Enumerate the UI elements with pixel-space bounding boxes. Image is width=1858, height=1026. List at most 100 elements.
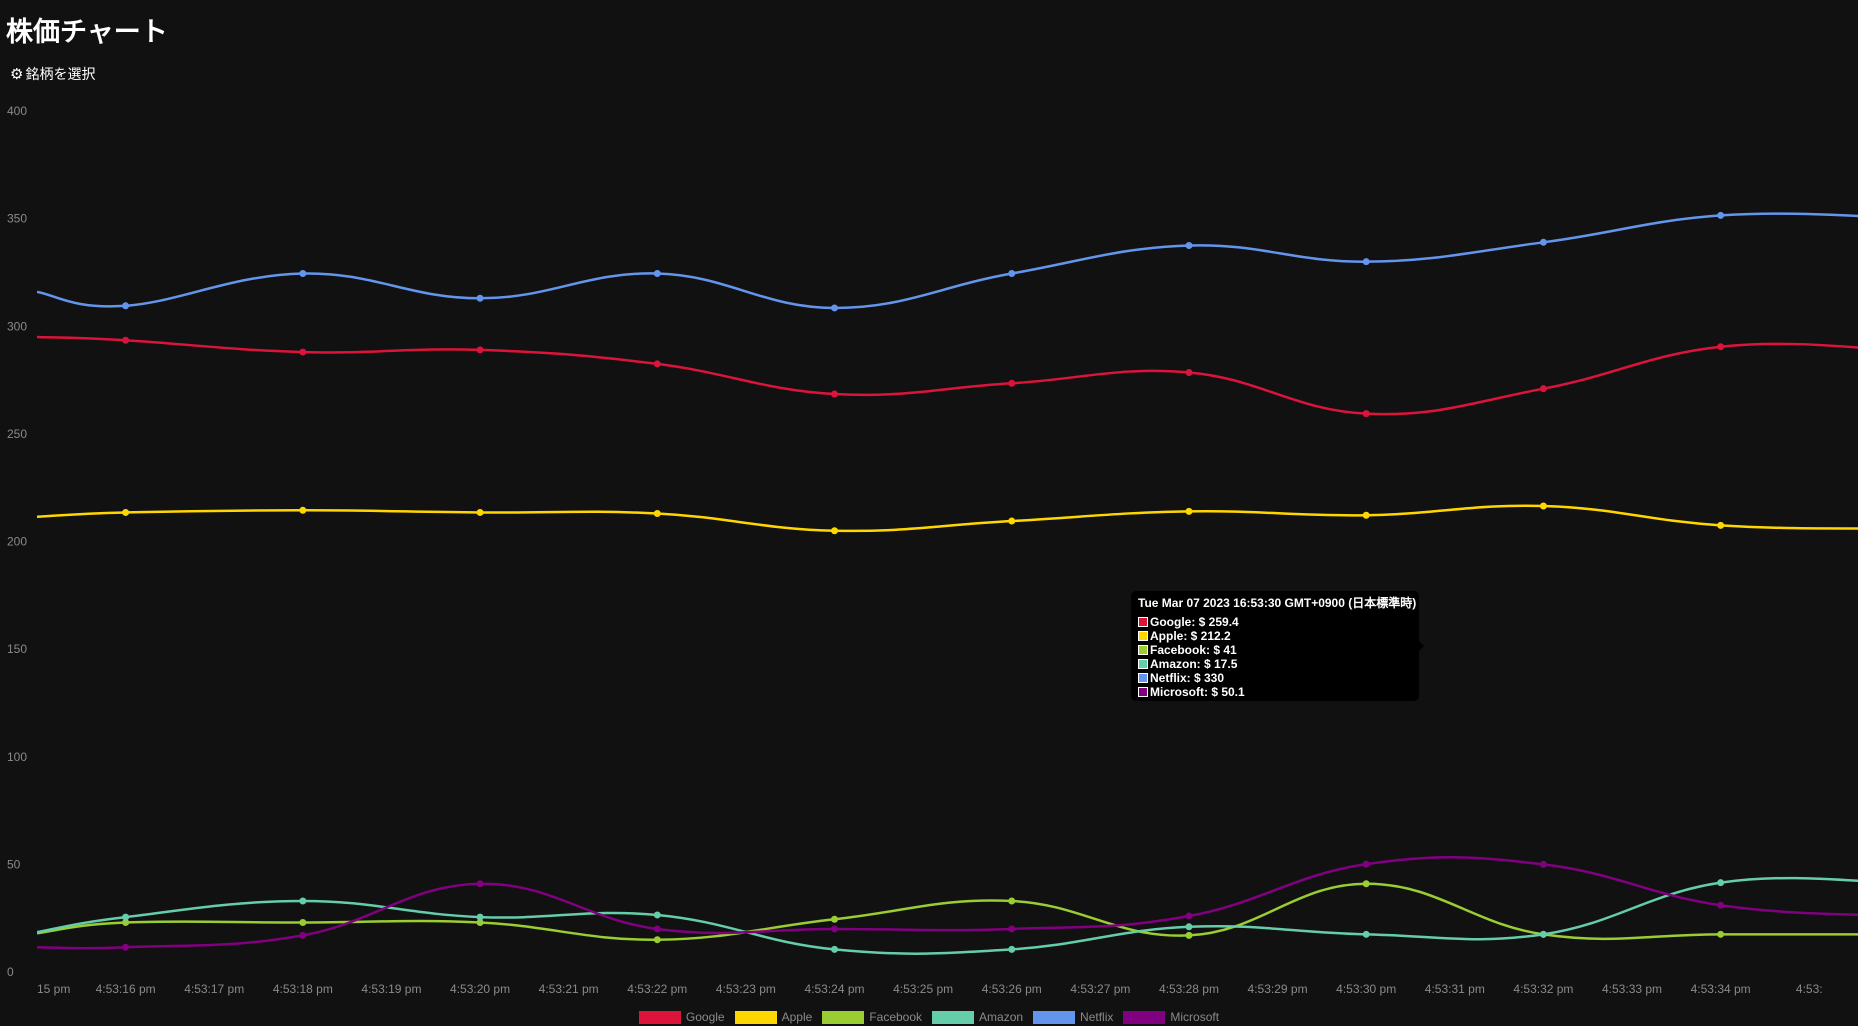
legend-swatch-facebook [822,1010,865,1024]
tooltip-swatch-netflix [1138,673,1148,683]
series-line-apple [37,504,1858,533]
data-point-facebook [476,918,484,926]
x-tick-label: 15 pm [37,982,70,996]
data-point-facebook [831,915,839,923]
legend-swatch-amazon [932,1010,975,1024]
y-tick-label: 300 [7,319,27,333]
legend-item-apple[interactable]: Apple [734,1010,813,1024]
gear-icon: ⚙ [10,66,24,83]
legend-swatch-netflix [1033,1010,1076,1024]
data-point-amazon [1717,879,1725,887]
x-tick-label: 4:53:25 pm [893,982,953,996]
y-tick-label: 250 [7,427,27,441]
y-tick-label: 50 [7,857,21,871]
data-point-microsoft [1008,925,1016,933]
data-point-apple [476,508,484,516]
data-point-facebook [1717,930,1725,938]
x-tick-label: 4:53:31 pm [1425,982,1485,996]
legend-label-netflix: Netflix [1080,1010,1114,1024]
tooltip-swatch-google [1138,617,1148,627]
tooltip-swatch-microsoft [1138,687,1148,697]
series-line-amazon [37,876,1858,955]
y-tick-label: 150 [7,642,27,656]
y-tick-label: 400 [7,104,27,118]
series-line-facebook [37,882,1858,941]
legend-item-amazon[interactable]: Amazon [932,1010,1023,1024]
series-netflix [37,211,1858,312]
legend-label-amazon: Amazon [979,1010,1024,1024]
x-tick-label: 4:53:21 pm [539,982,599,996]
y-tick-label: 0 [7,965,14,979]
tooltip-row-facebook: Facebook: $ 41 [1138,643,1415,657]
data-point-google [1362,410,1370,418]
x-tick-label: 4:53:27 pm [1070,982,1130,996]
x-tick-label: 4:53:24 pm [804,982,864,996]
tooltip-swatch-facebook [1138,645,1148,655]
tooltip-label-apple: Apple: $ 212.2 [1150,629,1231,643]
x-tick-label: 4:53:33 pm [1602,982,1662,996]
data-point-microsoft [299,931,307,939]
legend-label-microsoft: Microsoft [1170,1010,1220,1024]
data-point-netflix [122,302,130,310]
legend-item-google[interactable]: Google [638,1010,725,1024]
legend-item-facebook[interactable]: Facebook [822,1010,922,1024]
data-point-google [1539,385,1547,393]
data-point-facebook [1185,931,1193,939]
tooltip-swatch-apple [1138,631,1148,641]
data-point-google [476,346,484,354]
tooltip-row-google: Google: $ 259.4 [1138,615,1415,629]
tooltip-label-google: Google: $ 259.4 [1150,615,1239,629]
data-point-microsoft [1362,860,1370,868]
chart-legend: Google Apple Facebook Amazon Netflix Mic… [0,1010,1858,1024]
x-tick-label: 4:53:20 pm [450,982,510,996]
legend-item-microsoft[interactable]: Microsoft [1123,1010,1219,1024]
data-point-netflix [1008,270,1016,278]
data-point-netflix [476,294,484,302]
legend-swatch-microsoft [1123,1010,1166,1024]
series-google [37,335,1858,418]
data-point-netflix [1362,258,1370,266]
data-point-netflix [831,304,839,312]
x-tick-label: 4:53:17 pm [184,982,244,996]
x-tick-label: 4:53:28 pm [1159,982,1219,996]
legend-label-apple: Apple [781,1010,813,1024]
data-point-microsoft [1539,860,1547,868]
y-tick-label: 200 [7,535,27,549]
data-point-netflix [1717,211,1725,219]
data-point-amazon [299,897,307,905]
x-tick-label: 4:53:19 pm [361,982,421,996]
data-point-facebook [299,918,307,926]
select-stocks-button[interactable]: ⚙ 銘柄を選択 [10,64,95,84]
data-point-apple [1185,507,1193,515]
select-stocks-label: 銘柄を選択 [25,66,96,82]
tooltip-label-amazon: Amazon: $ 17.5 [1150,657,1238,671]
data-point-apple [1539,502,1547,510]
series-apple [37,502,1858,535]
series-amazon [37,876,1858,955]
data-point-amazon [122,913,130,921]
y-tick-label: 350 [7,212,27,226]
series-microsoft [37,856,1858,951]
tooltip-label-facebook: Facebook: $ 41 [1150,643,1237,657]
legend-item-netflix[interactable]: Netflix [1033,1010,1113,1024]
data-point-netflix [653,270,661,278]
x-tick-label: 4:53:23 pm [716,982,776,996]
data-point-amazon [653,911,661,919]
data-point-amazon [476,913,484,921]
data-point-amazon [1008,945,1016,953]
data-point-google [1008,379,1016,387]
data-point-apple [1717,521,1725,529]
data-point-netflix [1539,238,1547,246]
data-point-google [122,336,130,344]
chart-tooltip: Tue Mar 07 2023 16:53:30 GMT+0900 (日本標準時… [1131,591,1419,701]
tooltip-swatch-amazon [1138,659,1148,669]
x-tick-label: 4:53: [1796,982,1823,996]
y-tick-label: 100 [7,750,27,764]
tooltip-row-netflix: Netflix: $ 330 [1138,671,1415,685]
x-tick-label: 4:53:32 pm [1513,982,1573,996]
x-tick-label: 4:53:16 pm [96,982,156,996]
data-point-google [1717,343,1725,351]
data-point-facebook [1008,897,1016,905]
data-point-netflix [299,270,307,278]
